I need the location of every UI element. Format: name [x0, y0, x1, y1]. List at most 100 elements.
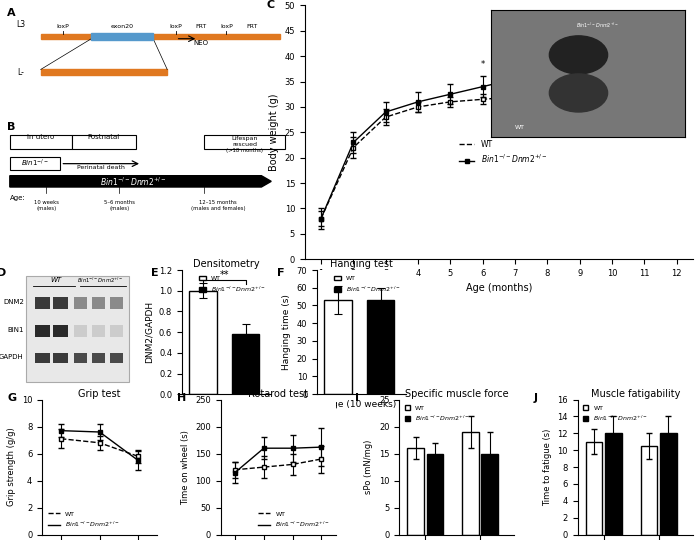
Bar [36, 325, 50, 337]
Text: L3: L3 [17, 20, 26, 29]
Bar [110, 298, 123, 308]
Bar [41, 33, 280, 39]
Text: C: C [266, 1, 274, 10]
Text: rescued: rescued [232, 142, 257, 147]
Bar [36, 353, 50, 363]
FancyArrow shape [10, 176, 271, 187]
Bar [41, 70, 167, 75]
Bar [10, 134, 71, 149]
Text: DNM2: DNM2 [3, 299, 24, 305]
Legend: WT, $Bin1^{-/-}Dnm2^{+/-}$: WT, $Bin1^{-/-}Dnm2^{+/-}$ [581, 403, 651, 426]
Bar [232, 334, 259, 394]
Bar [92, 353, 105, 363]
Bar [204, 134, 286, 149]
Text: *: * [675, 14, 679, 23]
Bar [110, 325, 123, 337]
Text: **: ** [220, 271, 229, 280]
Legend: WT, $Bin1^{-/-}Dnm2^{+/-}$: WT, $Bin1^{-/-}Dnm2^{+/-}$ [197, 273, 268, 296]
Text: WT: WT [50, 278, 62, 284]
Bar [190, 291, 217, 394]
Bar [324, 300, 352, 394]
Bar [586, 442, 603, 535]
Text: 12–15 months
(males and females): 12–15 months (males and females) [190, 200, 245, 211]
Bar [74, 325, 87, 337]
Text: *: * [481, 60, 485, 69]
Bar [36, 298, 50, 308]
Text: NEO: NEO [193, 40, 209, 46]
Y-axis label: Body weight (g): Body weight (g) [269, 93, 279, 171]
Text: *: * [578, 37, 582, 46]
Text: exon20: exon20 [111, 24, 134, 29]
Y-axis label: Time on wheel (s): Time on wheel (s) [181, 430, 190, 504]
Text: In utero: In utero [27, 134, 55, 140]
Y-axis label: Time to fatigue (s): Time to fatigue (s) [543, 428, 552, 506]
Text: FRT: FRT [195, 24, 206, 29]
Text: $Bin1^{-/-}$: $Bin1^{-/-}$ [21, 158, 49, 170]
Bar [641, 446, 657, 535]
Text: $Bin1^{-/-}Dnm2^{+/-}$: $Bin1^{-/-}Dnm2^{+/-}$ [100, 175, 167, 187]
Bar [71, 134, 136, 149]
Text: 5–6 months
(males): 5–6 months (males) [104, 200, 135, 211]
Bar [53, 325, 68, 337]
Bar [10, 157, 60, 170]
Bar [74, 353, 87, 363]
Text: BIN1: BIN1 [7, 327, 24, 333]
Legend: WT, $Bin1^{-/-}Dnm2^{+/-}$: WT, $Bin1^{-/-}Dnm2^{+/-}$ [45, 509, 122, 531]
Title: Specific muscle force: Specific muscle force [405, 389, 509, 399]
Bar [660, 433, 676, 535]
Bar [92, 298, 105, 308]
Text: loxP: loxP [57, 24, 69, 29]
Text: J: J [534, 393, 538, 403]
Bar [462, 432, 479, 535]
Text: L-: L- [18, 68, 24, 77]
Text: G: G [8, 393, 17, 403]
Y-axis label: sPo (mN/mg): sPo (mN/mg) [365, 440, 373, 494]
Text: FRT: FRT [246, 24, 257, 29]
Text: B: B [7, 122, 15, 132]
Title: Densitometry: Densitometry [193, 259, 260, 269]
Text: (>18 months): (>18 months) [226, 148, 263, 153]
Text: $Bin1^{-/-}Dnm2^{+/-}$: $Bin1^{-/-}Dnm2^{+/-}$ [76, 275, 123, 285]
Bar [53, 298, 68, 308]
Text: Lifespan: Lifespan [231, 136, 258, 141]
Text: F: F [277, 267, 284, 278]
Text: Postnatal: Postnatal [88, 134, 120, 140]
Text: GAPDH: GAPDH [0, 354, 24, 360]
Text: 10 weeks
(males): 10 weeks (males) [34, 200, 59, 211]
Legend: WT, $Bin1^{-/-}Dnm2^{+/-}$: WT, $Bin1^{-/-}Dnm2^{+/-}$ [256, 509, 332, 531]
Y-axis label: Grip strength (g/g): Grip strength (g/g) [7, 428, 16, 507]
Bar [482, 454, 498, 535]
Text: loxP: loxP [220, 24, 232, 29]
Bar [74, 298, 87, 308]
Legend: WT, $Bin1^{-/-}Dnm2^{+/-}$: WT, $Bin1^{-/-}Dnm2^{+/-}$ [402, 403, 472, 426]
Text: H: H [177, 393, 186, 403]
Text: **: ** [543, 42, 552, 51]
Text: *: * [610, 24, 615, 33]
Bar [91, 32, 153, 40]
Text: I: I [356, 393, 359, 403]
Legend: WT, $Bin1^{-/-}Dnm2^{+/-}$: WT, $Bin1^{-/-}Dnm2^{+/-}$ [456, 137, 550, 168]
Text: Perinatal death: Perinatal death [77, 165, 125, 171]
Legend: WT, $Bin1^{-/-}Dnm2^{+/-}$: WT, $Bin1^{-/-}Dnm2^{+/-}$ [332, 273, 403, 296]
Text: Age:: Age: [10, 195, 26, 201]
Text: loxP: loxP [169, 24, 182, 29]
Text: E: E [150, 267, 158, 278]
Bar [110, 353, 123, 363]
Bar [27, 276, 130, 382]
Title: Grip test: Grip test [78, 389, 121, 399]
Bar [407, 448, 424, 535]
Text: *: * [643, 24, 647, 33]
Y-axis label: Hanging time (s): Hanging time (s) [282, 294, 291, 370]
Title: Muscle fatigability: Muscle fatigability [591, 389, 680, 399]
Text: D: D [0, 267, 6, 278]
Bar [92, 325, 105, 337]
Bar [426, 454, 443, 535]
Text: A: A [7, 9, 15, 18]
Bar [367, 300, 394, 394]
Bar [606, 433, 622, 535]
X-axis label: Age (10 weeks): Age (10 weeks) [326, 400, 397, 409]
Y-axis label: DNM2/GAPDH: DNM2/GAPDH [144, 301, 153, 363]
Text: **: ** [511, 50, 519, 59]
Title: Rotarod test: Rotarod test [248, 389, 308, 399]
X-axis label: Age (months): Age (months) [466, 284, 532, 293]
